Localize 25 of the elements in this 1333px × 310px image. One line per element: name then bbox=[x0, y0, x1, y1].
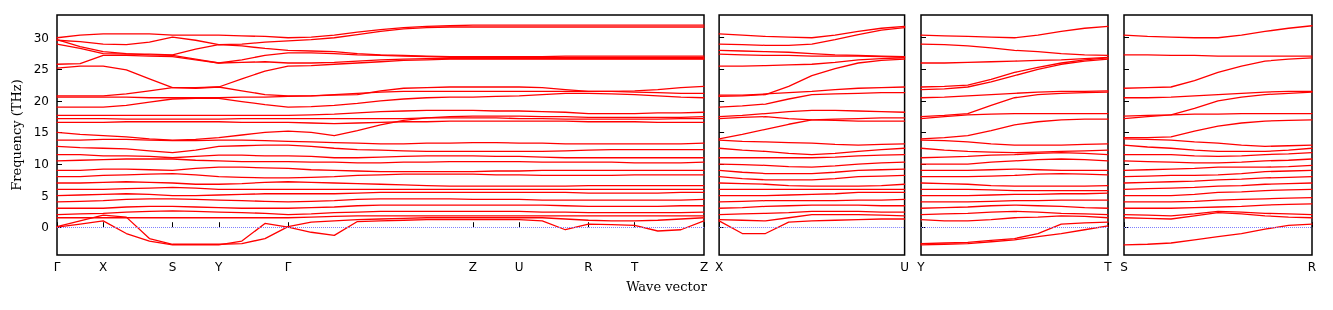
y-tick-label: 0 bbox=[41, 220, 49, 235]
x-tick-label: R bbox=[1307, 260, 1317, 274]
x-tick-label: S bbox=[168, 260, 177, 274]
x-tick-label: X bbox=[714, 260, 724, 274]
y-tick-label: 30 bbox=[33, 30, 49, 45]
x-tick-label: T bbox=[630, 260, 640, 274]
x-tick-label: T bbox=[1103, 260, 1113, 274]
x-tick-label: Y bbox=[214, 260, 224, 274]
x-tick-label: X bbox=[99, 260, 108, 274]
x-tick-label: S bbox=[1120, 260, 1128, 274]
x-tick-label: Z bbox=[468, 260, 478, 274]
y-tick-label: 10 bbox=[33, 157, 49, 172]
y-tick-label: 15 bbox=[33, 125, 49, 140]
x-tick-label: Y bbox=[916, 260, 926, 274]
x-tick-label: U bbox=[514, 260, 524, 274]
x-tick-label: Z bbox=[699, 260, 709, 274]
x-tick-label: U bbox=[900, 260, 910, 274]
x-tick-label: R bbox=[584, 260, 593, 274]
y-tick-label: 20 bbox=[33, 93, 49, 108]
y-tick-label: 25 bbox=[33, 62, 49, 77]
x-tick-label: Γ bbox=[284, 260, 292, 274]
x-axis-title: Wave vector bbox=[625, 279, 708, 294]
y-axis-title: Frequency (THz) bbox=[8, 79, 24, 191]
y-tick-label: 5 bbox=[41, 188, 49, 203]
x-tick-label: Γ bbox=[53, 260, 61, 274]
